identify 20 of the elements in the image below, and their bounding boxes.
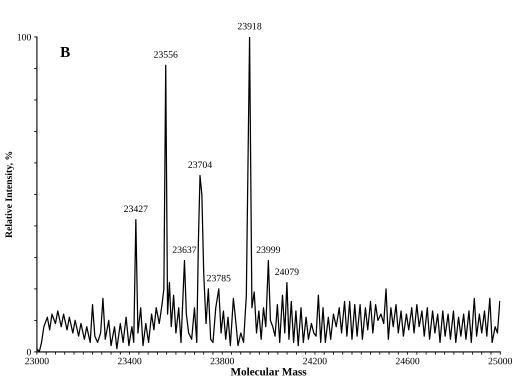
chart-title: B xyxy=(60,47,70,58)
x-tick-label: 23400 xyxy=(118,358,142,364)
annotation: 24079 xyxy=(275,268,299,276)
annotation: 23785 xyxy=(207,274,231,282)
x-tick-label: 24200 xyxy=(303,358,327,364)
x-tick-label: 25000 xyxy=(488,358,512,364)
annotation: 23704 xyxy=(188,161,212,168)
annotation: 23918 xyxy=(238,22,262,30)
x-tick-label: 24600 xyxy=(396,358,420,364)
x-tick-label: 23000 xyxy=(25,358,49,364)
y-axis-title: Relative Intensity, % xyxy=(5,152,14,238)
y-tick-label: 0 xyxy=(26,348,31,356)
y-tick-label: 100 xyxy=(18,34,31,40)
annotation: 23556 xyxy=(154,51,178,58)
line-series xyxy=(36,36,500,352)
annotation: 23427 xyxy=(124,206,148,212)
annotation: 23637 xyxy=(172,246,196,254)
x-tick-label: 23800 xyxy=(210,358,234,364)
x-axis-title: Molecular Mass xyxy=(230,368,306,376)
annotation: 23999 xyxy=(256,246,280,254)
